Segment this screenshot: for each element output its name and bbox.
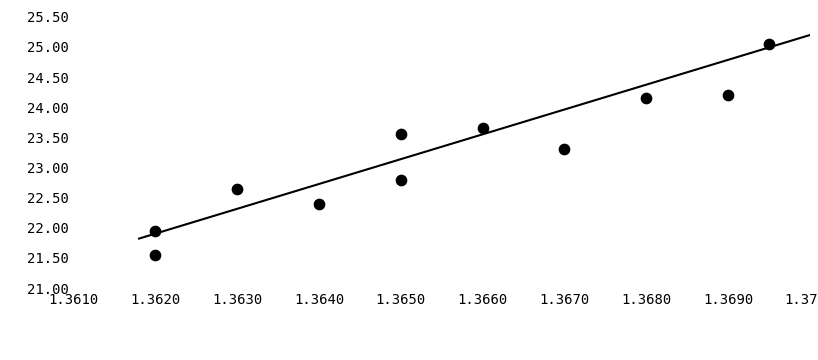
Point — [231, 186, 244, 192]
Point — [312, 201, 326, 207]
Point — [394, 177, 407, 183]
Point — [149, 228, 162, 234]
Point — [721, 92, 735, 98]
Point — [558, 147, 571, 152]
Point — [762, 41, 775, 47]
Point — [476, 125, 489, 131]
Point — [640, 95, 653, 101]
Point — [149, 252, 162, 258]
Point — [394, 131, 407, 137]
